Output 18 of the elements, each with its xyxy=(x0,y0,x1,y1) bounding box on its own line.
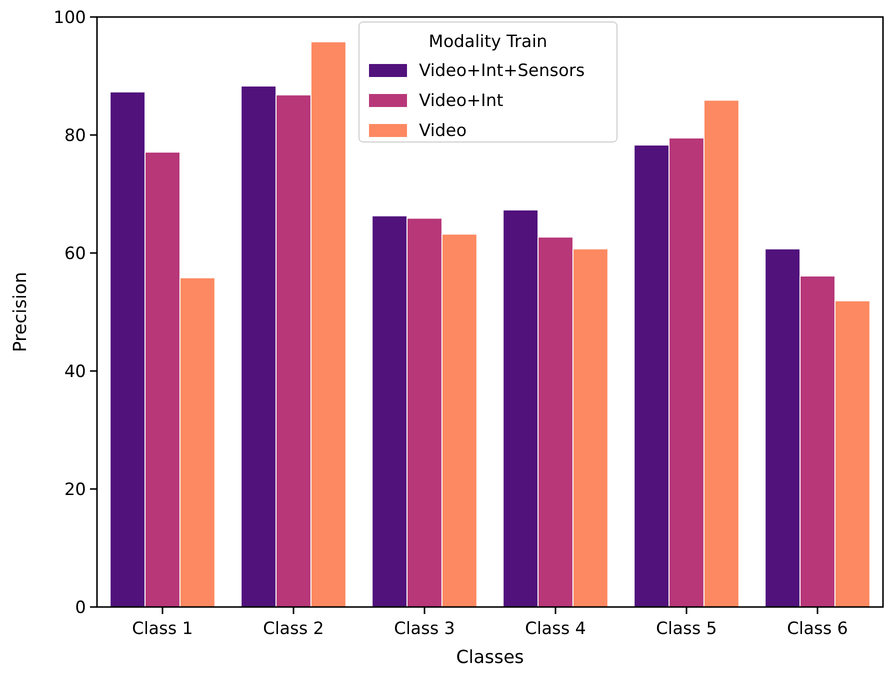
x-tick-label: Class 1 xyxy=(132,619,193,639)
x-tick-label: Class 5 xyxy=(656,619,717,639)
x-tick-label: Class 2 xyxy=(263,619,324,639)
y-tick-label: 20 xyxy=(64,480,86,500)
y-tick-label: 100 xyxy=(54,8,86,28)
y-tick-label: 0 xyxy=(75,598,86,618)
y-tick-label: 60 xyxy=(64,244,86,264)
x-tick-label: Class 3 xyxy=(394,619,455,639)
legend-label: Video xyxy=(419,121,467,141)
y-tick-label: 40 xyxy=(64,362,86,382)
legend-label: Video+Int+Sensors xyxy=(419,61,585,81)
x-tick-label: Class 6 xyxy=(787,619,848,639)
legend-label: Video+Int xyxy=(419,91,504,111)
x-axis-title: Classes xyxy=(456,647,524,668)
x-tick-label: Class 4 xyxy=(525,619,586,639)
legend-title: Modality Train xyxy=(428,32,548,52)
y-tick-label: 80 xyxy=(64,126,86,146)
y-axis-title: Precision xyxy=(10,272,31,352)
